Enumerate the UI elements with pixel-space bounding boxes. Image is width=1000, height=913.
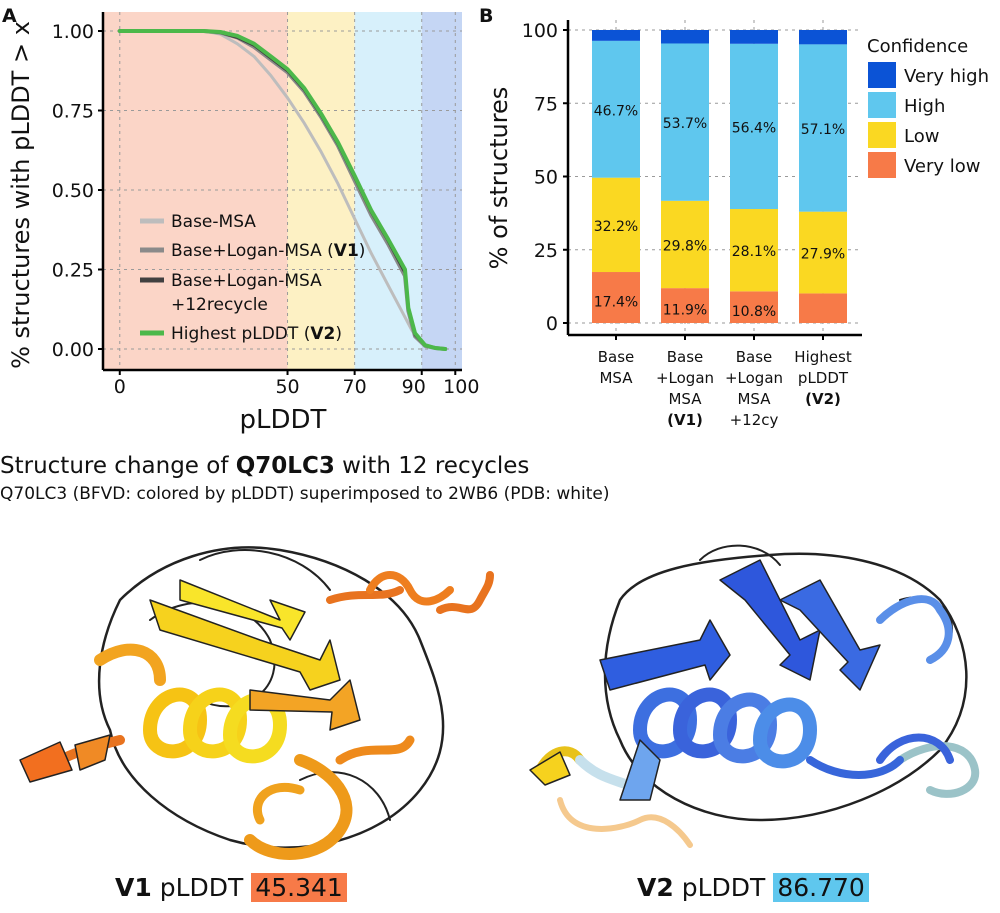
bar-low-0 <box>592 177 640 273</box>
b-x-tick-label-2-1: +Logan <box>725 369 783 387</box>
v2-label: pLDDT <box>681 873 766 902</box>
bar-label-0-2: 10.8% <box>732 304 776 320</box>
bar-label-2-1: 53.7% <box>663 116 707 132</box>
structure-heading: Structure change of Q70LC3 with 12 recyc… <box>0 453 529 479</box>
bar-label-1-1: 29.8% <box>663 238 707 254</box>
bar-label-1-0: 32.2% <box>594 219 638 235</box>
x-tick-label-2: 70 <box>343 376 367 398</box>
b-x-tick-label-2-3: +12cy <box>730 411 779 429</box>
bar-label-0-0: 17.4% <box>594 295 638 311</box>
b-x-tick-label-3-0: Highest <box>794 348 852 366</box>
bar-low-3 <box>799 211 847 294</box>
band-very_low <box>103 12 288 370</box>
v1-label: pLDDT <box>159 873 244 902</box>
b-x-tick-label-1-0: Base <box>667 348 704 366</box>
y-tick-label-4: 1.00 <box>52 21 94 43</box>
x-tick-label-0: 0 <box>114 376 126 398</box>
v2-caption: V2 pLDDT 86.770 <box>637 873 869 902</box>
bar-very-low-2 <box>730 291 778 323</box>
bar-low-1 <box>661 200 709 289</box>
bar-very-high-0 <box>592 30 640 41</box>
legend-entry-2: Base+Logan-MSA <box>171 271 322 291</box>
v1-structure-image <box>19 546 494 860</box>
heading-protein-id: Q70LC3 <box>235 453 335 479</box>
y-tick-label-1: 0.25 <box>52 260 94 282</box>
b-x-tick-label-0-0: Base <box>598 348 635 366</box>
b-legend-label-3: Very low <box>904 156 981 177</box>
legend-entry-3: Highest pLDDT (V2) <box>171 324 342 344</box>
bar-very-high-3 <box>799 30 847 45</box>
bar-high-3 <box>799 44 847 212</box>
bar-very-high-2 <box>730 30 778 44</box>
y-tick-label-3: 0.75 <box>52 101 94 123</box>
protein-structure-illustrations <box>19 544 980 860</box>
bar-high-1 <box>661 43 709 201</box>
v1-plddt-value: 45.341 <box>251 873 347 902</box>
v2-plddt-value: 86.770 <box>773 873 869 902</box>
bar-very-low-0 <box>592 272 640 323</box>
x-axis-label: pLDDT <box>240 405 327 435</box>
b-y-tick-label-4: 100 <box>522 20 558 42</box>
bar-label-1-2: 28.1% <box>732 244 776 260</box>
b-x-tick-label-3-1: pLDDT <box>798 369 849 387</box>
b-x-tick-label-0-1: MSA <box>599 369 633 387</box>
series-line-3 <box>117 29 448 351</box>
panel-a-label: A <box>2 5 17 27</box>
heading-suffix: with 12 recycles <box>334 453 530 479</box>
bar-low-2 <box>730 209 778 292</box>
b-x-tick-label-1-2: MSA <box>668 390 702 408</box>
b-x-tick-label-2-2: MSA <box>737 390 771 408</box>
b-y-tick-label-3: 75 <box>534 93 558 115</box>
b-y-tick-label-2: 50 <box>534 167 558 189</box>
legend-entry-0: Base-MSA <box>171 212 256 232</box>
x-tick-label-1: 50 <box>275 376 299 398</box>
legend-entry-1: Base+Logan-MSA (V1) <box>171 241 365 261</box>
bar-label-2-2: 56.4% <box>732 120 776 136</box>
b-legend-label-0: Very high <box>904 66 989 87</box>
v1-tag: V1 <box>115 873 152 902</box>
bar-label-2-0: 46.7% <box>594 103 638 119</box>
legend-title: Confidence <box>867 36 968 57</box>
bar-high-2 <box>730 43 778 210</box>
y-axis-label: % structures with pLDDT > x <box>7 21 35 369</box>
x-tick-label-4: 100 <box>443 376 479 398</box>
v2-structure-image <box>529 544 980 848</box>
v2-tag: V2 <box>637 873 674 902</box>
panel-b-label: B <box>479 5 493 27</box>
plddt-survival-chart: 0.00 0.25 0.50 0.75 1.00 0 50 70 90 100 pLDDT % str… <box>2 5 479 435</box>
structure-subheading: Q70LC3 (BFVD: colored by pLDDT) superimp… <box>0 484 610 504</box>
bar-label-1-3: 27.9% <box>801 247 845 263</box>
bar-very-low-3 <box>799 293 847 323</box>
b-x-tick-label-1-1: +Logan <box>656 369 714 387</box>
b-legend-label-1: High <box>904 96 945 117</box>
band-low <box>287 12 355 370</box>
y-tick-label-2: 0.50 <box>52 180 94 202</box>
y-tick-label-0: 0.00 <box>52 339 94 361</box>
b-legend-swatch-0 <box>868 62 896 88</box>
x-tick-label-3: 90 <box>402 376 426 398</box>
legend-entry-2-line2: +12recycle <box>171 295 268 315</box>
bar-very-low-1 <box>661 288 709 323</box>
b-legend-label-2: Low <box>904 126 939 147</box>
b-x-tick-label-3-2: (V2) <box>805 390 841 408</box>
bar-label-2-3: 57.1% <box>801 122 845 138</box>
bar-high-0 <box>592 40 640 178</box>
b-legend-swatch-3 <box>868 152 896 178</box>
b-x-tick-label-1-3: (V1) <box>667 411 703 429</box>
b-y-tick-label-0: 0 <box>546 313 558 335</box>
v1-caption: V1 pLDDT 45.341 <box>115 873 347 902</box>
bar-very-high-1 <box>661 30 709 44</box>
b-y-tick-label-1: 25 <box>534 240 558 262</box>
b-x-tick-label-2-0: Base <box>736 348 773 366</box>
bar-label-0-1: 11.9% <box>663 303 707 319</box>
heading-prefix: Structure change of <box>0 453 236 479</box>
b-legend-swatch-1 <box>868 92 896 118</box>
band-very_high <box>421 12 462 370</box>
charts-area: 0.00 0.25 0.50 0.75 1.00 0 50 70 90 100 pLDDT % str… <box>2 5 989 435</box>
confidence-stacked-bar-chart: 17.4% 32.2% 46.7% 11.9% 29.8% 53.7% 10.8% 28.1%… <box>479 5 989 429</box>
b-legend-swatch-2 <box>868 122 896 148</box>
b-y-axis-label: % of structures <box>485 87 513 270</box>
